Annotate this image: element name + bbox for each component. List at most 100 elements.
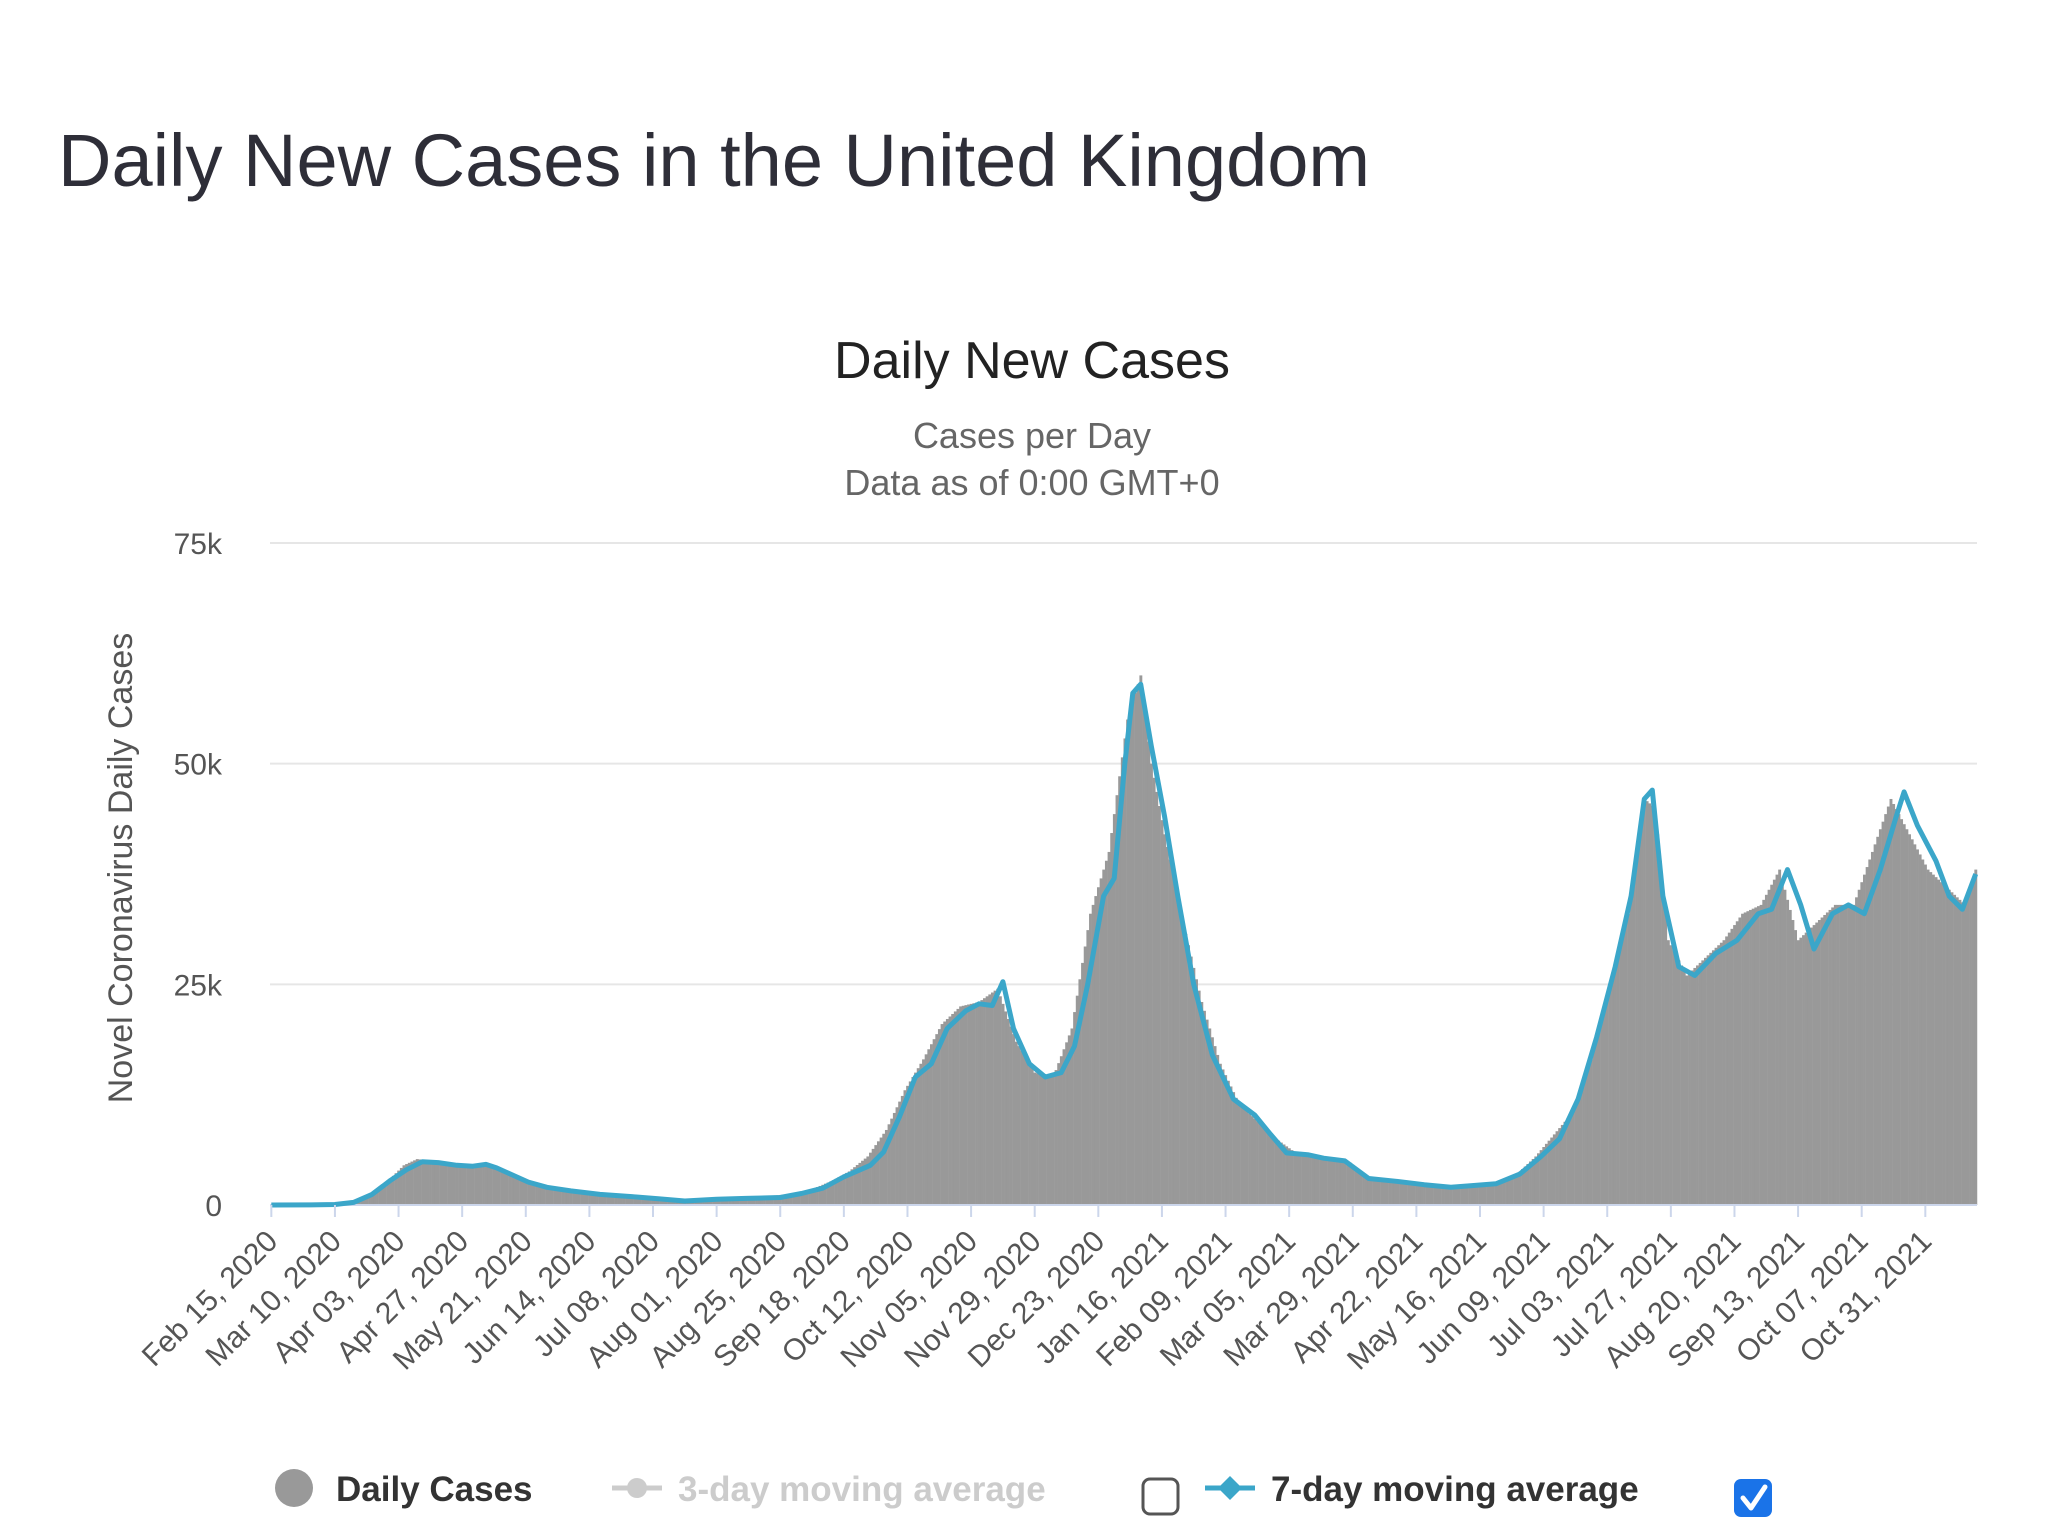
avg3-checkbox[interactable]: [1141, 1477, 1180, 1516]
daily-bar: [1115, 795, 1119, 1205]
daily-bar: [646, 1199, 650, 1205]
daily-bar: [733, 1197, 737, 1205]
daily-bar: [1261, 1126, 1265, 1205]
daily-bar: [1738, 917, 1742, 1205]
daily-bar: [953, 1011, 957, 1205]
daily-bar: [1144, 719, 1148, 1205]
daily-bar: [1282, 1144, 1286, 1205]
daily-bar: [1208, 1028, 1212, 1205]
daily-bar: [548, 1188, 552, 1205]
daily-bar: [622, 1196, 626, 1205]
daily-bar: [1743, 912, 1747, 1205]
daily-bar: [1688, 972, 1691, 1205]
daily-bar: [664, 1200, 668, 1205]
daily-bar: [892, 1112, 896, 1205]
daily-bar: [1817, 920, 1821, 1205]
daily-bar: [1120, 757, 1124, 1205]
daily-bar: [1542, 1147, 1546, 1205]
daily-bar: [550, 1188, 554, 1205]
daily-bar: [529, 1183, 533, 1205]
daily-bar: [1696, 965, 1699, 1205]
daily-bar: [1009, 1026, 1013, 1205]
daily-bar: [725, 1197, 729, 1205]
daily-bar: [1770, 884, 1774, 1205]
daily-bar: [1730, 928, 1734, 1205]
daily-bar: [1348, 1162, 1352, 1205]
daily-bar: [601, 1194, 605, 1205]
daily-bar: [985, 996, 989, 1205]
daily-bar: [1165, 846, 1169, 1205]
daily-cases-bars: [272, 675, 1978, 1205]
daily-bar: [1725, 936, 1729, 1205]
daily-bar: [500, 1171, 504, 1205]
daily-bar: [606, 1195, 610, 1205]
legend-item-daily-cases[interactable]: Daily Cases: [275, 1469, 533, 1509]
daily-bar: [1491, 1183, 1495, 1205]
daily-bar: [1544, 1143, 1548, 1205]
daily-bar: [818, 1185, 822, 1205]
daily-bar: [1067, 1035, 1071, 1205]
daily-bar: [1460, 1186, 1464, 1205]
daily-bar: [1926, 869, 1930, 1205]
daily-bar: [492, 1167, 496, 1205]
daily-bar: [1767, 889, 1771, 1205]
daily-bar: [1054, 1070, 1058, 1205]
daily-bar: [590, 1193, 594, 1205]
daily-bar: [1086, 930, 1090, 1205]
daily-bar: [532, 1184, 536, 1205]
daily-bar: [1377, 1180, 1381, 1205]
daily-bar: [389, 1178, 393, 1205]
daily-bar: [1571, 1112, 1575, 1205]
daily-bar: [407, 1162, 411, 1205]
daily-bar: [1433, 1186, 1437, 1205]
daily-bar: [765, 1196, 769, 1205]
daily-bar: [1176, 897, 1180, 1205]
daily-bar: [1420, 1185, 1424, 1205]
daily-bar: [1022, 1054, 1026, 1205]
daily-bar: [1754, 907, 1758, 1205]
daily-bar: [1136, 684, 1140, 1205]
daily-bar: [1470, 1185, 1474, 1205]
daily-bar: [781, 1194, 785, 1205]
daily-bar: [1362, 1173, 1365, 1205]
daily-bar: [1939, 882, 1943, 1205]
legend-avg3-marker: [627, 1478, 647, 1498]
daily-bar: [1030, 1068, 1034, 1205]
daily-bar: [1385, 1181, 1389, 1205]
daily-bar: [436, 1162, 440, 1205]
daily-bar: [1298, 1153, 1302, 1205]
daily-bar: [1574, 1104, 1578, 1205]
daily-bar: [617, 1196, 621, 1205]
daily-bar: [1897, 814, 1901, 1205]
daily-bar: [1714, 947, 1718, 1205]
daily-bar: [1547, 1140, 1551, 1205]
chart-subtitle: Cases per Day: [913, 415, 1151, 456]
daily-bar: [1786, 899, 1790, 1205]
daily-bar: [1189, 956, 1193, 1205]
daily-bar: [930, 1044, 933, 1205]
legend-item-avg7[interactable]: 7-day moving average: [1205, 1470, 1639, 1509]
daily-bar: [397, 1170, 401, 1205]
daily-bar: [1346, 1162, 1350, 1205]
daily-bar: [1764, 894, 1768, 1205]
daily-bar: [1640, 818, 1644, 1205]
daily-bar: [1884, 814, 1888, 1205]
legend-item-avg3[interactable]: 3-day moving average: [612, 1470, 1046, 1509]
daily-bar: [1038, 1073, 1042, 1205]
daily-bar: [1775, 874, 1779, 1205]
daily-bar: [1597, 1027, 1601, 1205]
daily-bar: [794, 1193, 798, 1205]
daily-bar: [1303, 1154, 1307, 1205]
daily-bar: [1046, 1075, 1050, 1205]
daily-bar: [1396, 1182, 1400, 1205]
y-tick-label: 75k: [174, 528, 223, 561]
daily-bar: [1796, 940, 1800, 1205]
daily-bar: [1051, 1077, 1055, 1205]
daily-bar: [1558, 1128, 1562, 1205]
avg7-checkbox[interactable]: [1734, 1479, 1772, 1517]
daily-bar: [834, 1178, 838, 1205]
daily-bar: [476, 1164, 480, 1205]
daily-bar: [1672, 950, 1676, 1205]
daily-bar: [1250, 1116, 1254, 1205]
daily-bar: [1096, 887, 1100, 1205]
